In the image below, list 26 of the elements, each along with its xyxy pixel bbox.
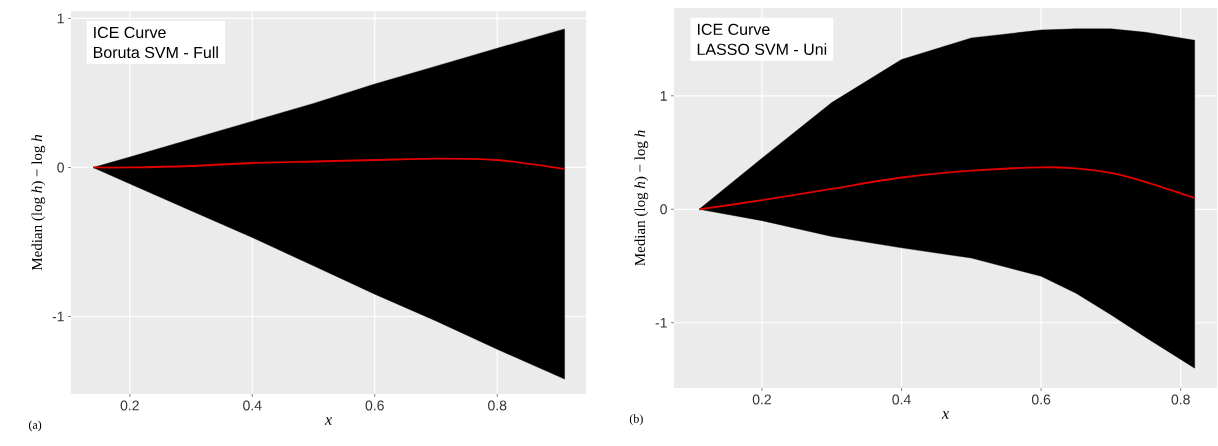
y-tick-label: 1 (660, 91, 667, 101)
x-tick-label: 0.8 (1171, 394, 1190, 405)
y-axis-title: Median (log h) − log h (634, 130, 649, 266)
text: Boruta SVM - Full (93, 46, 218, 59)
y-tick-label: -1 (655, 317, 667, 328)
x-tick-label: 0.4 (243, 400, 262, 411)
text: ICE Curve (94, 26, 166, 39)
text: ICE Curve (697, 23, 770, 36)
x-tick-label: 0.8 (488, 400, 507, 411)
line-series (92, 157, 566, 170)
x-axis-title: x (324, 417, 332, 425)
x-tick-label: 0.2 (120, 400, 139, 411)
x-tick-label: 0.4 (892, 394, 911, 405)
x-axis-title: x (941, 411, 949, 419)
y-tick-label: 0 (57, 162, 64, 173)
line-series (698, 166, 1196, 211)
y-tick-label: 0 (660, 204, 667, 215)
x-tick-label: 0.6 (365, 400, 384, 411)
text: (a) (28, 420, 42, 432)
text: (b) (629, 414, 643, 426)
x-tick-label: 0.6 (1031, 394, 1051, 405)
y-tick-label: -1 (52, 311, 64, 322)
x-tick-label: 0.2 (752, 394, 771, 405)
text: LASSO SVM - Uni (697, 43, 827, 56)
y-axis-title: Median (log h) − log h (31, 134, 46, 271)
y-tick-label: 1 (57, 13, 64, 24)
